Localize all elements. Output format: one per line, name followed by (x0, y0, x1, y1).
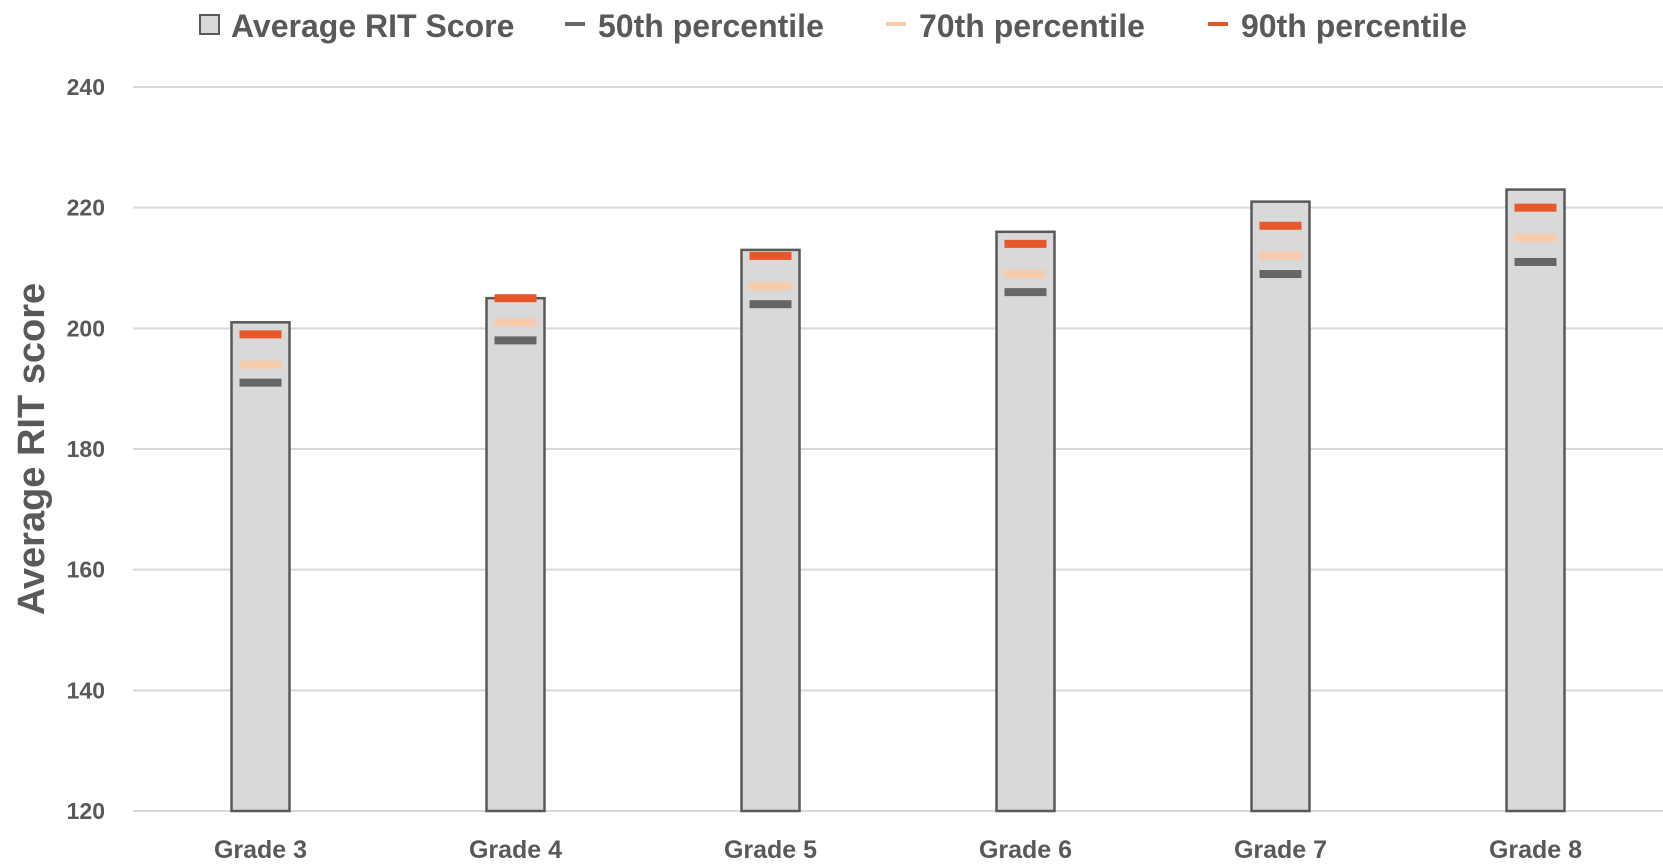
bar-average-rit (485, 296, 546, 813)
x-axis-labels: Grade 3 Grade 4 Grade 5 Grade 6 Grade 7 Grade… (214, 836, 1582, 864)
x-category-label: Grade 5 (724, 836, 817, 864)
bar-average-rit (1250, 200, 1311, 813)
marker-50th-percentile (1514, 257, 1557, 266)
x-category-label: Grade 8 (1489, 836, 1582, 864)
marker-90th-percentile (1514, 203, 1557, 212)
marker-90th-percentile (1004, 239, 1047, 248)
marker-90th-percentile (239, 330, 282, 339)
bar-average-rit (1505, 188, 1566, 813)
marker-90th-percentile (494, 294, 537, 303)
marker-70th-percentile (749, 282, 792, 291)
bar-average-rit (740, 248, 801, 813)
legend-item: 50th percentile (565, 8, 824, 44)
legend-item: Average RIT Score (199, 8, 514, 44)
y-tick-label: 120 (67, 798, 105, 824)
marker-70th-percentile (1004, 270, 1047, 279)
legend-swatch (565, 22, 585, 26)
marker-50th-percentile (749, 300, 792, 309)
y-tick-label: 180 (67, 436, 105, 462)
gridlines (133, 86, 1663, 812)
x-category-label: Grade 4 (469, 836, 562, 864)
marker-50th-percentile (1259, 270, 1302, 279)
bar-average-rit (995, 230, 1056, 813)
y-tick-label: 160 (67, 557, 105, 583)
x-category-label: Grade 7 (1234, 836, 1327, 864)
marker-70th-percentile (1259, 251, 1302, 260)
bars (230, 188, 1566, 813)
marker-70th-percentile (239, 360, 282, 369)
legend-label: Average RIT Score (231, 8, 514, 44)
bar-average-rit (230, 321, 291, 813)
marker-50th-percentile (239, 378, 282, 387)
marker-90th-percentile (749, 251, 792, 260)
marker-70th-percentile (494, 318, 537, 327)
x-category-label: Grade 6 (979, 836, 1072, 864)
y-tick-label: 140 (67, 677, 105, 703)
legend-swatch (199, 14, 220, 35)
y-tick-label: 200 (67, 315, 105, 341)
marker-90th-percentile (1259, 221, 1302, 230)
legend-item: 70th percentile (886, 8, 1145, 44)
marker-70th-percentile (1514, 233, 1557, 242)
y-tick-label: 220 (67, 195, 105, 221)
legend-item: 90th percentile (1208, 8, 1467, 44)
legend-label: 70th percentile (919, 8, 1145, 44)
marker-50th-percentile (494, 336, 537, 345)
y-axis-title: Average RIT score (11, 283, 53, 615)
legend-label: 50th percentile (598, 8, 824, 44)
percentile-markers (239, 203, 1557, 387)
y-tick-label: 240 (67, 74, 105, 100)
marker-50th-percentile (1004, 288, 1047, 297)
x-category-label: Grade 3 (214, 836, 307, 864)
legend-label: 90th percentile (1241, 8, 1467, 44)
y-axis-ticks: 120 140 160 180 200 220 240 (67, 74, 105, 824)
legend: Average RIT Score 50th percentile 70th per… (199, 8, 1467, 44)
legend-swatch (886, 22, 906, 26)
legend-swatch (1208, 22, 1228, 26)
